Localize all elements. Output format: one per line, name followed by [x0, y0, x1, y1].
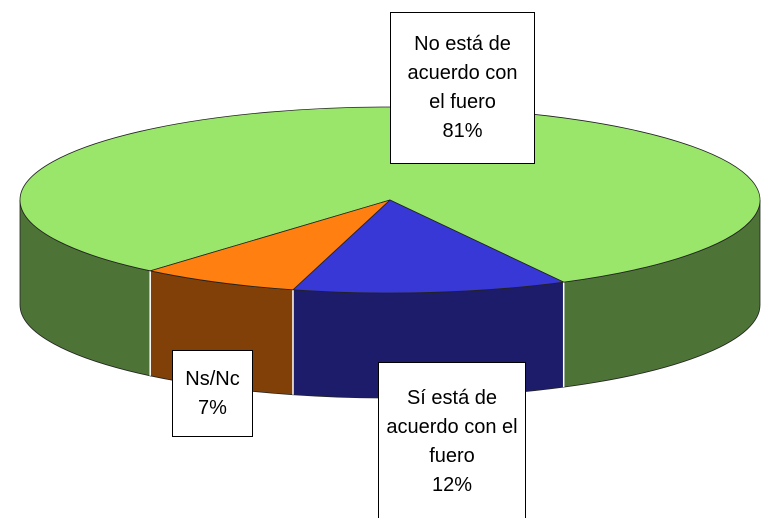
label-name: Sí está de acuerdo con el fuero	[386, 387, 518, 467]
label-value: 12%	[431, 474, 473, 496]
label-name: Ns/Nc	[185, 367, 240, 390]
data-label: Ns/Nc 7%	[172, 350, 253, 437]
slice-top	[292, 199, 566, 294]
label-value: 81%	[442, 120, 483, 142]
label-name: No está de acuerdo con el fuero	[407, 33, 518, 113]
slice-top	[150, 199, 391, 291]
data-label: No está de acuerdo con el fuero 81%	[390, 12, 535, 164]
data-label: Sí está de acuerdo con el fuero 12%	[378, 362, 526, 518]
label-value: 7%	[198, 396, 227, 419]
